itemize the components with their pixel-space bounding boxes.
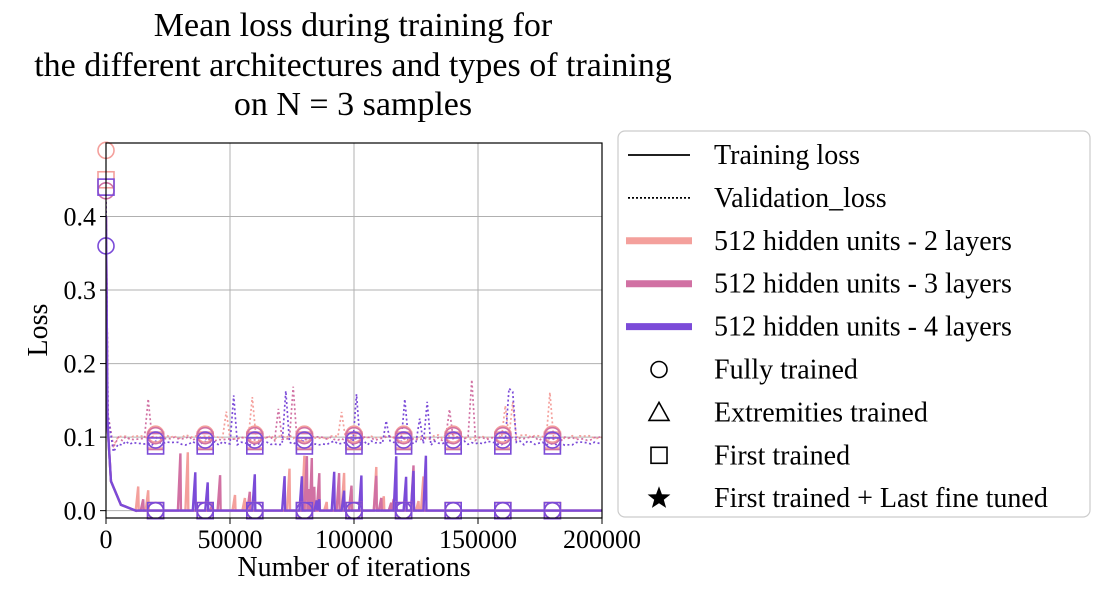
y-tick-label: 0.0 <box>64 497 97 526</box>
x-axis-label: Number of iterations <box>237 552 470 583</box>
legend-label: Fully trained <box>714 355 858 386</box>
first-trained-val-marker <box>444 437 463 455</box>
legend-item: Training loss <box>628 140 860 171</box>
legend-label: 512 hidden units - 2 layers <box>714 226 1012 257</box>
legend-label: 512 hidden units - 3 layers <box>714 269 1012 300</box>
circle-legend-icon <box>650 360 668 379</box>
first-trained-train-marker <box>146 501 165 520</box>
validation-loss-line <box>106 201 602 451</box>
first-trained-val-marker <box>493 437 512 455</box>
x-axis-ticks: 0 50000 100000 150000 200000 <box>100 518 641 554</box>
series-layer <box>106 201 602 513</box>
x-tick-label: 100000 <box>315 525 393 554</box>
fully-trained-val-marker <box>295 426 314 445</box>
first-trained-val-marker <box>196 437 214 455</box>
legend: Training loss Validation_loss 512 hidden u… <box>617 130 1091 518</box>
first-trained-train-marker <box>394 501 413 520</box>
x-tick-label: 150000 <box>439 525 517 554</box>
marker-layer <box>97 141 562 520</box>
first-trained-val-marker <box>246 437 264 455</box>
legend-item: First trained + Last fine tuned <box>647 483 1048 514</box>
legend-label: Extremities trained <box>714 397 928 428</box>
legend-item: Extremities trained <box>647 397 928 428</box>
legend-frame <box>617 130 1091 518</box>
first-trained-train-marker <box>295 501 314 520</box>
square-legend-icon <box>650 446 668 465</box>
legend-label: Training loss <box>714 140 860 171</box>
legend-item: 512 hidden units - 3 layers <box>626 269 1012 300</box>
star-legend-icon <box>647 486 671 508</box>
first-trained-train-marker <box>543 501 562 520</box>
y-axis-label: Loss <box>23 304 54 357</box>
legend-label: First trained <box>714 440 850 471</box>
y-tick-label: 0.4 <box>64 203 97 232</box>
first-trained-train-marker <box>246 501 264 520</box>
y-tick-label: 0.3 <box>64 276 97 305</box>
validation-loss-line <box>106 201 602 455</box>
y-tick-label: 0.2 <box>64 350 97 379</box>
first-trained-val-marker <box>295 437 314 455</box>
chart-title-line-3: on N = 3 samples <box>234 86 472 123</box>
first-trained-val-marker <box>394 437 413 455</box>
first-trained-train-marker <box>196 501 214 520</box>
legend-item: Fully trained <box>650 355 858 386</box>
legend-label: 512 hidden units - 4 layers <box>714 312 1012 343</box>
legend-item: Validation_loss <box>628 183 887 214</box>
first-trained-val-marker <box>345 437 363 455</box>
legend-label: Validation_loss <box>714 183 887 214</box>
fully-trained-val-marker <box>394 426 413 445</box>
y-axis-ticks: 0.0 0.1 0.2 0.3 0.4 <box>64 203 106 526</box>
first-trained-train-marker <box>444 501 463 520</box>
x-tick-label: 0 <box>100 525 113 554</box>
chart-title-line-1: Mean loss during training for <box>154 7 553 44</box>
chart-title: Mean loss during training for the differ… <box>34 7 672 123</box>
y-tick-label: 0.1 <box>64 423 97 452</box>
triangle-legend-icon <box>647 400 671 422</box>
chart-title-line-2: the different architectures and types of… <box>34 47 672 84</box>
x-tick-label: 50000 <box>198 525 263 554</box>
legend-label: First trained + Last fine tuned <box>714 483 1048 514</box>
first-trained-val-marker <box>146 437 165 455</box>
fully-trained-val-marker <box>543 426 562 445</box>
first-trained-train-marker <box>493 501 512 520</box>
first-trained-val-marker <box>543 437 562 455</box>
training-loss-line <box>106 216 602 512</box>
legend-item: First trained <box>650 440 850 471</box>
legend-items: Training loss Validation_loss 512 hidden u… <box>626 140 1048 514</box>
x-tick-label: 200000 <box>563 525 641 554</box>
legend-item: 512 hidden units - 2 layers <box>626 226 1012 257</box>
legend-item: 512 hidden units - 4 layers <box>626 312 1012 343</box>
